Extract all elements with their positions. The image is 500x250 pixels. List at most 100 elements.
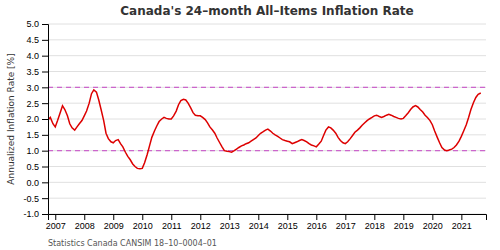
y-tick-label: 2.5: [26, 99, 39, 109]
grid-line: [48, 182, 486, 183]
x-tick: 2010: [133, 214, 153, 231]
reference-line: [48, 150, 486, 151]
reference-line: [48, 87, 486, 88]
grid-line: [48, 134, 486, 135]
x-tick-label: 2017: [336, 221, 356, 231]
y-tick: -1.0: [23, 209, 48, 219]
x-tick-mark: [113, 214, 114, 220]
x-tick: 2013: [220, 214, 240, 231]
x-tick-label: 2021: [452, 221, 472, 231]
y-tick: 0.5: [26, 162, 48, 172]
x-tick-mark: [403, 214, 404, 220]
x-tick-mark: [142, 214, 143, 220]
y-tick: 5.0: [26, 19, 48, 29]
y-tick: 2.0: [26, 114, 48, 124]
grid-line: [48, 150, 486, 151]
y-tick-label: -1.0: [23, 209, 39, 219]
x-tick: 2008: [75, 214, 95, 231]
grid-line: [48, 87, 486, 88]
y-tick: 1.5: [26, 130, 48, 140]
x-tick-mark: [432, 214, 433, 220]
y-tick-label: 1.5: [26, 130, 39, 140]
x-tick: 2014: [249, 214, 269, 231]
y-tick-mark: [42, 135, 48, 136]
y-tick-mark: [42, 198, 48, 199]
x-tick-label: 2007: [46, 221, 66, 231]
x-tick-label: 2018: [365, 221, 385, 231]
y-axis-title: Annualized Inflation Rate [%]: [6, 53, 16, 184]
grid-line: [48, 71, 486, 72]
x-tick: 2021: [452, 214, 472, 231]
y-tick-label: 4.5: [26, 35, 39, 45]
grid-line: [48, 198, 486, 199]
x-tick: 2017: [336, 214, 356, 231]
grid-line: [48, 166, 486, 167]
x-tick: 2015: [278, 214, 298, 231]
x-tick-mark: [200, 214, 201, 220]
y-tick-label: 0.0: [26, 178, 39, 188]
plot: 2007 2008 2009 2010 2011 2012 2013 2014 2015 2016…: [23, 19, 486, 231]
y-tick-mark: [42, 214, 48, 215]
x-tick-label: 2009: [104, 221, 124, 231]
x-tick-mark: [229, 214, 230, 220]
x-tick: 2011: [162, 214, 181, 231]
x-tick-label: 2015: [278, 221, 298, 231]
y-tick-mark: [42, 167, 48, 168]
y-tick-label: 1.0: [26, 146, 39, 156]
x-tick-mark: [55, 214, 56, 220]
y-tick-mark: [42, 103, 48, 104]
y-tick: 1.0: [26, 146, 48, 156]
grid-line: [48, 119, 486, 120]
x-tick-mark: [374, 214, 375, 220]
x-tick: 2007: [46, 214, 66, 231]
y-tick: 0.0: [26, 178, 48, 188]
x-tick-mark: [345, 214, 346, 220]
x-tick-label: 2016: [307, 221, 327, 231]
y-tick-mark: [42, 24, 48, 25]
grid-line: [48, 55, 486, 56]
y-axis: -1.0 -0.5 0.0 0.5 1.0 1.5 2.0 2.5 3.0 3.5 4.0 4.5 5.…: [23, 19, 48, 219]
x-tick-label: 2013: [220, 221, 240, 231]
grid-line: [48, 39, 486, 40]
y-tick: 2.5: [26, 99, 48, 109]
x-tick-mark: [258, 214, 259, 220]
y-tick-mark: [42, 119, 48, 120]
x-tick-label: 2019: [394, 221, 414, 231]
y-tick-label: 2.0: [26, 114, 39, 124]
y-tick-mark: [42, 151, 48, 152]
y-tick-mark: [42, 87, 48, 88]
x-tick-mark: [84, 214, 85, 220]
x-tick: 2019: [394, 214, 414, 231]
x-tick: 2020: [423, 214, 443, 231]
x-tick: 2012: [191, 214, 211, 231]
x-tick-label: 2010: [133, 221, 153, 231]
x-tick-mark: [461, 214, 462, 220]
y-tick: -0.5: [23, 194, 48, 204]
y-tick-mark: [42, 40, 48, 41]
x-tick-label: 2008: [75, 221, 95, 231]
marks: [48, 87, 486, 168]
x-tick: 2018: [365, 214, 385, 231]
x-axis: 2007 2008 2009 2010 2011 2012 2013 2014 2015 2016…: [46, 214, 487, 231]
source-note: Statistics Canada CANSIM 18–10–0004–01: [48, 239, 217, 248]
x-tick: 2016: [307, 214, 327, 231]
y-tick-label: 5.0: [26, 19, 39, 29]
y-tick-label: 0.5: [26, 162, 39, 172]
x-tick-label: 2012: [191, 221, 211, 231]
x-tick-mark: [316, 214, 317, 220]
y-tick: 4.0: [26, 51, 48, 61]
grid: [48, 24, 486, 214]
y-tick-label: 3.0: [26, 83, 39, 93]
x-tick-label: 2011: [162, 221, 181, 231]
y-tick: 3.0: [26, 83, 48, 93]
x-tick-label: 2020: [423, 221, 443, 231]
line: [48, 90, 481, 169]
y-tick-mark: [42, 72, 48, 73]
x-tick-mark: [171, 214, 172, 220]
title: Canada's 24–month All–Items Inflation Ra…: [120, 4, 413, 18]
x-axis-line: [49, 215, 487, 221]
y-tick-mark: [42, 182, 48, 183]
y-tick-label: 4.0: [26, 51, 39, 61]
y-tick-label: 3.5: [26, 67, 39, 77]
y-tick: 4.5: [26, 35, 48, 45]
